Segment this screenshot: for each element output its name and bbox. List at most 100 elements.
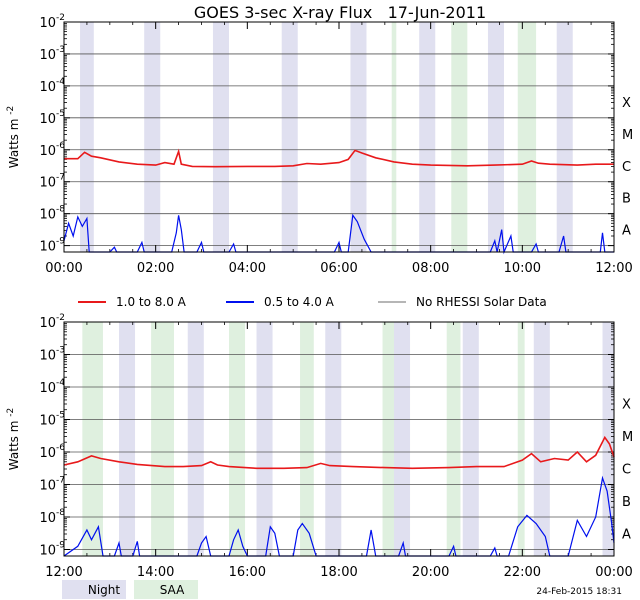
y-tick-label: 10 [39,208,56,223]
shade-legend: Night SAA [62,580,198,599]
night-band [602,322,614,556]
y-tick-label: 10 [39,381,56,396]
panel-bottom: 10-910-810-710-610-510-410-310 -212:00 14:… [6,313,633,580]
y-tick-label: 10 [39,144,56,159]
night-band [119,322,136,556]
x-tick-label: 00:00 [595,565,632,580]
night-band [281,22,298,252]
x-tick-label: 04:00 [229,261,266,276]
flare-class-label: A [622,224,631,239]
y-tick-label: 10 [39,240,56,255]
flare-class-label: M [622,430,633,445]
saa-band [446,322,461,556]
y-tick-exponent: -3 [56,45,65,55]
night-band [212,22,229,252]
x-tick-label: 02:00 [137,261,174,276]
y-tick-label: 10 [39,446,56,461]
night-band [556,22,573,252]
saa-band [300,322,314,556]
y-tick-exponent: -9 [56,541,65,551]
x-tick-label: 12:00 [595,261,632,276]
y-tick-exponent: -2 [56,313,65,323]
y-tick-label: 10 [39,349,56,364]
y-tick-label: 10 [39,80,56,95]
y-tick-exponent: -4 [56,77,65,87]
night-band [462,322,479,556]
x-tick-label: 14:00 [137,565,174,580]
saa-band [517,322,525,556]
night-band [256,322,273,556]
night-band [144,22,161,252]
series-long-channel [63,435,615,470]
y-tick-exponent: -6 [56,141,65,151]
y-tick-label: 10 [39,48,56,63]
flare-class-label: X [622,96,631,111]
flare-class-label: M [622,128,633,143]
flare-class-label: A [622,527,631,542]
x-tick-label: 08:00 [412,261,449,276]
saa-label: SAA [160,583,185,597]
y-tick-exponent: -9 [56,237,65,247]
plot-frame [63,321,615,557]
saa-swatch [134,580,198,599]
night-label: Night [88,583,121,597]
night-band [533,322,550,556]
night-band [394,322,411,556]
y-axis-title-exponent: -2 [6,106,16,115]
panel-top: 10-910-810-710-610-510-410-310 -200:00 02:… [6,13,633,276]
saa-band [451,22,468,252]
saa-band [382,322,394,556]
y-tick-label: 10 [39,414,56,429]
y-tick-exponent: -8 [56,508,65,518]
y-tick-label: 10 [39,316,56,331]
chart-title: GOES 3-sec X-ray Flux 17-Jun-2011 [194,3,486,22]
flare-class-label: X [622,397,631,412]
y-tick-exponent: -5 [56,411,65,421]
legend-label-norhessi: No RHESSI Solar Data [416,295,547,309]
y-tick-exponent: -2 [56,13,65,23]
saa-band [82,322,103,556]
y-tick-exponent: -7 [56,476,65,486]
night-band [487,22,504,252]
series-long-channel [64,148,614,168]
saa-band [517,22,537,252]
y-tick-label: 10 [39,16,56,31]
night-band [350,22,367,252]
y-axis-title: Watts m -2 [6,106,21,168]
y-tick-label: 10 [39,176,56,191]
saa-band [391,22,397,252]
x-tick-label: 06:00 [320,261,357,276]
x-tick-label: 00:00 [45,261,82,276]
night-band [419,22,436,252]
legend-label-long: 1.0 to 8.0 A [116,295,187,309]
x-tick-label: 10:00 [504,261,541,276]
saa-band [229,322,246,556]
night-band [187,322,204,556]
plot-frame [63,21,615,253]
series-short-channel [63,475,615,557]
footer-timestamp: 24-Feb-2015 18:31 [536,587,622,597]
x-tick-label: 20:00 [412,565,449,580]
flare-class-label: C [622,462,631,477]
legend-label-short: 0.5 to 4.0 A [264,295,335,309]
x-tick-label: 12:00 [45,565,82,580]
x-tick-label: 16:00 [229,565,266,580]
y-tick-exponent: -6 [56,443,65,453]
legend: 1.0 to 8.0 A 0.5 to 4.0 A No RHESSI Sola… [78,295,547,309]
flare-class-label: B [622,192,631,207]
night-swatch [62,580,126,599]
y-tick-exponent: -8 [56,205,65,215]
y-tick-label: 10 [39,112,56,127]
y-tick-exponent: -5 [56,109,65,119]
flare-class-label: B [622,495,631,510]
y-axis-title-exponent: -2 [6,408,16,417]
night-band [80,22,94,252]
y-tick-exponent: -7 [56,173,65,183]
saa-band [151,322,174,556]
y-tick-label: 10 [39,511,56,526]
y-tick-exponent: -4 [56,378,65,388]
y-tick-label: 10 [39,479,56,494]
y-tick-exponent: -3 [56,346,65,356]
y-tick-label: 10 [39,544,56,559]
